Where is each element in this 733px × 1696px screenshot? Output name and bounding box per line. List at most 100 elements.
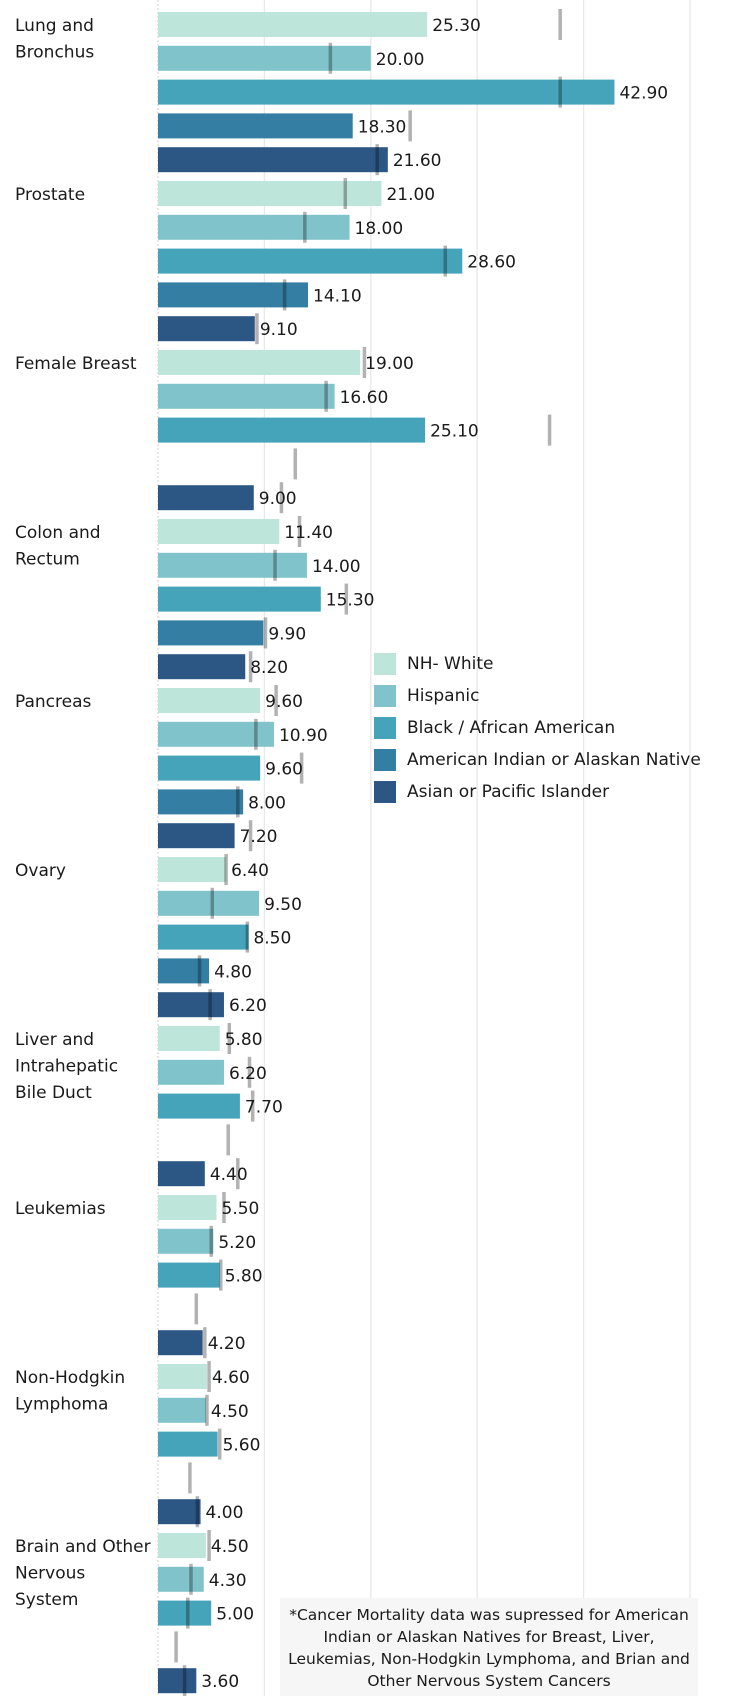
legend-item-black-african-american[interactable]: Black / African American — [374, 712, 701, 744]
reference-line-layer — [174, 9, 562, 1696]
bar — [158, 1195, 217, 1220]
legend-label: Black / African American — [407, 718, 616, 738]
category-label: Pancreas — [15, 692, 92, 712]
value-label: 7.70 — [245, 1098, 283, 1118]
bar-layer — [158, 12, 615, 1694]
value-label: 4.20 — [208, 1334, 246, 1354]
bar — [158, 1262, 220, 1288]
value-label: 25.30 — [432, 16, 481, 36]
bar — [158, 45, 371, 71]
value-label: 8.00 — [248, 793, 286, 813]
bar — [158, 688, 261, 713]
category-label: Ovary — [15, 861, 66, 881]
legend-item-hispanic[interactable]: Hispanic — [374, 680, 701, 712]
value-label: 21.60 — [393, 151, 442, 171]
value-label: 9.10 — [260, 320, 298, 340]
bar — [158, 1059, 224, 1085]
bar — [158, 654, 246, 680]
value-label: 4.40 — [210, 1165, 248, 1185]
value-label: 10.90 — [279, 726, 328, 746]
category-label: Brain and Other Nervous System — [15, 1537, 151, 1610]
value-label: 5.80 — [225, 1030, 263, 1050]
value-label: 4.60 — [212, 1368, 250, 1388]
value-label: 5.80 — [225, 1267, 263, 1287]
legend-swatch — [374, 653, 396, 675]
footnote: *Cancer Mortality data was supressed for… — [280, 1598, 698, 1696]
category-label: Prostate — [15, 185, 85, 205]
value-label: 15.30 — [326, 591, 375, 611]
value-label: 6.20 — [229, 996, 267, 1016]
legend-swatch — [374, 749, 396, 771]
bar — [158, 1499, 201, 1525]
bar — [158, 755, 261, 781]
bar — [158, 181, 382, 206]
bar — [158, 924, 249, 950]
bar — [158, 1431, 218, 1457]
bar — [158, 1161, 205, 1187]
bar — [158, 316, 255, 342]
legend-swatch — [374, 781, 396, 803]
value-label: 5.20 — [218, 1233, 256, 1253]
bar — [158, 282, 309, 308]
legend-item-asian-pacific-islander[interactable]: Asian or Pacific Islander — [374, 776, 701, 808]
value-label: 19.00 — [365, 354, 414, 374]
bar — [158, 1330, 203, 1356]
bar — [158, 823, 235, 849]
bar — [158, 586, 321, 612]
value-label: 9.00 — [259, 489, 297, 509]
value-label: 7.20 — [240, 827, 278, 847]
legend: NH- White Hispanic Black / African Ameri… — [374, 648, 701, 808]
value-label: 4.00 — [206, 1503, 244, 1523]
bar — [158, 1026, 220, 1051]
category-label: Female Breast — [15, 354, 137, 374]
bar — [158, 1228, 214, 1254]
value-label: 4.80 — [214, 962, 252, 982]
bar — [158, 1566, 204, 1592]
value-label: 14.00 — [312, 557, 361, 577]
bar — [158, 992, 224, 1018]
bar — [158, 1397, 206, 1423]
bar — [158, 12, 428, 37]
bar — [158, 350, 361, 375]
value-label: 20.00 — [376, 50, 425, 70]
bar — [158, 857, 227, 882]
bar — [158, 1093, 240, 1119]
value-label: 4.30 — [209, 1571, 247, 1591]
legend-item-american-indian-alaskan-native[interactable]: American Indian or Alaskan Native — [374, 744, 701, 776]
legend-swatch — [374, 685, 396, 707]
value-label: 9.90 — [268, 624, 306, 644]
bar — [158, 890, 260, 916]
bar — [158, 79, 615, 105]
category-label: Liver and Intrahepatic Bile Duct — [15, 1030, 118, 1103]
value-label: 18.00 — [355, 219, 404, 239]
value-label: 21.00 — [386, 185, 435, 205]
value-label: 6.20 — [229, 1064, 267, 1084]
bar — [158, 1364, 207, 1389]
legend-label: Hispanic — [407, 686, 480, 706]
value-label: 18.30 — [358, 117, 407, 137]
value-label: 9.50 — [264, 895, 302, 915]
bar — [158, 485, 254, 511]
bar — [158, 1668, 197, 1694]
category-label: Colon and Rectum — [15, 523, 101, 570]
bar — [158, 248, 463, 274]
category-label: Leukemias — [15, 1199, 106, 1219]
legend-item-nh-white[interactable]: NH- White — [374, 648, 701, 680]
bar — [158, 721, 274, 747]
bar — [158, 417, 426, 443]
value-label: 28.60 — [467, 253, 516, 273]
value-label: 4.50 — [211, 1537, 249, 1557]
bar — [158, 1533, 206, 1558]
value-label: 8.50 — [253, 929, 291, 949]
value-label: 8.20 — [250, 658, 288, 678]
value-label: 5.60 — [223, 1436, 261, 1456]
legend-label: American Indian or Alaskan Native — [407, 750, 701, 770]
value-label: 14.10 — [313, 286, 362, 306]
legend-swatch — [374, 717, 396, 739]
value-label: 5.00 — [216, 1605, 254, 1625]
value-label: 3.60 — [201, 1672, 239, 1692]
bar — [158, 519, 280, 544]
bar — [158, 383, 335, 409]
value-label: 4.50 — [211, 1402, 249, 1422]
bar — [158, 1600, 212, 1626]
